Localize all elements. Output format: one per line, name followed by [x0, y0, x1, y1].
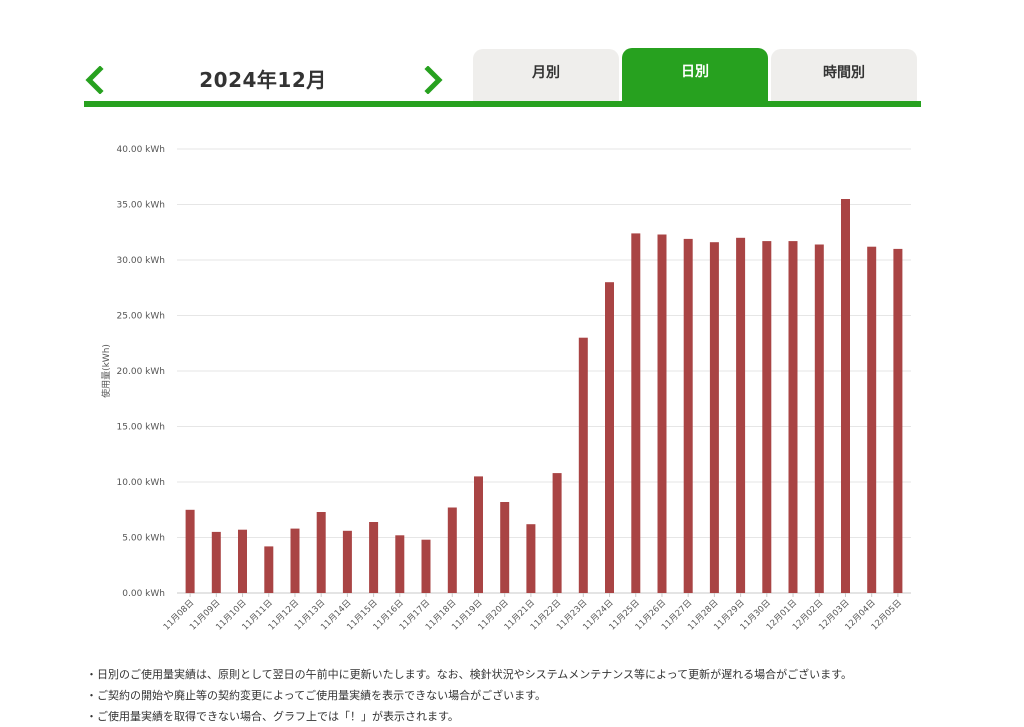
bar[interactable] [867, 246, 877, 593]
bar[interactable] [657, 234, 667, 594]
y-axis-ticks: 0.00 kWh 5.00 kWh 10.00 kWh 15.00 kWh 20.00 … [117, 145, 165, 599]
y-tick-label: 35.00 kWh [117, 201, 165, 211]
bar[interactable] [709, 242, 719, 593]
tab-daily[interactable]: 日別 [622, 48, 768, 102]
x-axis-ticks: 11月08日11月09日11月10日11月11日11月12日11月13日11月1… [162, 593, 904, 632]
bar[interactable] [788, 241, 798, 593]
chevron-left-icon[interactable] [84, 66, 106, 94]
tab-underline [84, 101, 921, 107]
y-tick-label: 5.00 kWh [122, 534, 165, 544]
note-missing-data: ・ご使用量実績を取得できない場合、グラフ上では「！」が表示されます。 [86, 710, 459, 723]
bar[interactable] [500, 502, 510, 593]
bar[interactable] [552, 473, 562, 593]
chevron-right-icon[interactable] [422, 66, 444, 94]
notes-list: ・日別のご使用量実績は、原則として翌日の午前中に更新いたします。なお、検針状況や… [86, 664, 852, 727]
bar[interactable] [736, 237, 746, 594]
y-axis-label: 使用量(kWh) [100, 344, 112, 398]
bar[interactable] [290, 528, 300, 593]
bar[interactable] [814, 244, 824, 594]
period-header: 2024年12月 月別 日別 時間別 [84, 46, 921, 108]
tab-hourly[interactable]: 時間別 [771, 49, 917, 102]
chart-bars [185, 199, 903, 594]
bar[interactable] [264, 546, 274, 593]
bar[interactable] [631, 233, 641, 593]
bar[interactable] [238, 529, 247, 593]
note-contract-change: ・ご契約の開始や廃止等の契約変更によってご使用量実績を表示できない場合がございま… [86, 689, 547, 702]
y-tick-label: 30.00 kWh [117, 256, 165, 266]
note-update-timing: ・日別のご使用量実績は、原則として翌日の午前中に更新いたします。なお、検針状況や… [86, 668, 853, 681]
y-tick-label: 10.00 kWh [117, 478, 165, 488]
bar[interactable] [605, 282, 614, 593]
bar[interactable] [342, 530, 352, 593]
y-tick-label: 15.00 kWh [117, 423, 165, 433]
bar[interactable] [447, 507, 457, 594]
bar[interactable] [395, 535, 405, 593]
chart-gridlines [177, 148, 911, 594]
bar[interactable] [893, 248, 903, 593]
bar[interactable] [316, 512, 326, 593]
y-tick-label: 40.00 kWh [117, 145, 165, 155]
tab-monthly[interactable]: 月別 [473, 49, 619, 102]
bar[interactable] [841, 199, 850, 593]
bar[interactable] [185, 509, 195, 594]
y-tick-label: 20.00 kWh [117, 367, 165, 377]
bar[interactable] [683, 238, 693, 593]
y-tick-label: 25.00 kWh [117, 312, 165, 322]
bar[interactable] [369, 522, 379, 593]
bar[interactable] [578, 337, 588, 593]
bar[interactable] [526, 524, 536, 593]
y-tick-label: 0.00 kWh [122, 589, 165, 599]
bar[interactable] [421, 539, 431, 593]
bar[interactable] [211, 531, 221, 593]
daily-usage-chart: 0.00 kWh 5.00 kWh 10.00 kWh 15.00 kWh 20.00 … [100, 145, 911, 632]
bar[interactable] [474, 476, 483, 593]
bar[interactable] [762, 241, 772, 593]
month-title: 2024年12月 [199, 68, 327, 92]
